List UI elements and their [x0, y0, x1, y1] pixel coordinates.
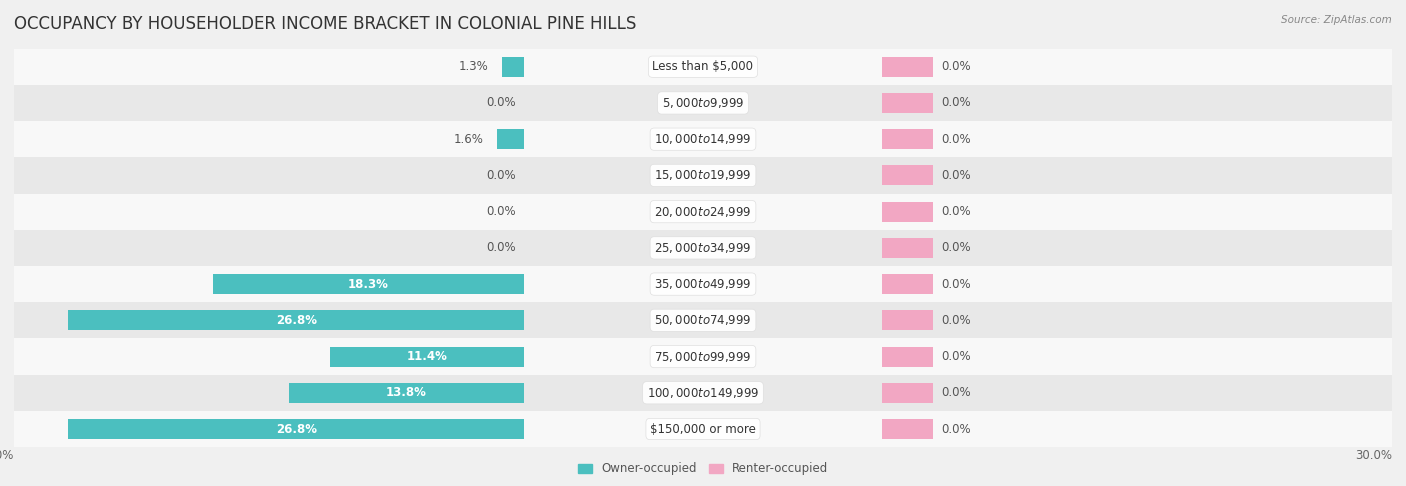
- Bar: [882, 338, 1392, 375]
- Bar: [524, 338, 882, 375]
- Bar: [882, 193, 1392, 230]
- Text: $50,000 to $74,999: $50,000 to $74,999: [654, 313, 752, 327]
- Text: 0.0%: 0.0%: [485, 96, 516, 109]
- Text: 0.0%: 0.0%: [485, 169, 516, 182]
- Bar: [882, 311, 934, 330]
- Text: -30.0%: -30.0%: [0, 449, 14, 462]
- Bar: [14, 85, 524, 121]
- Bar: [882, 230, 1392, 266]
- Text: $15,000 to $19,999: $15,000 to $19,999: [654, 169, 752, 182]
- Text: 11.4%: 11.4%: [406, 350, 447, 363]
- Bar: [882, 347, 934, 366]
- Bar: [882, 165, 934, 185]
- Bar: [882, 302, 1392, 338]
- Text: $150,000 or more: $150,000 or more: [650, 422, 756, 435]
- Bar: [290, 383, 524, 403]
- Text: $20,000 to $24,999: $20,000 to $24,999: [654, 205, 752, 219]
- Text: 0.0%: 0.0%: [942, 205, 972, 218]
- Bar: [502, 57, 524, 77]
- Bar: [524, 411, 882, 447]
- Bar: [524, 121, 882, 157]
- Bar: [212, 274, 524, 294]
- Bar: [14, 121, 524, 157]
- Bar: [882, 93, 934, 113]
- Bar: [14, 193, 524, 230]
- Text: 26.8%: 26.8%: [276, 422, 316, 435]
- Bar: [882, 411, 1392, 447]
- Bar: [524, 230, 882, 266]
- Bar: [524, 375, 882, 411]
- Text: OCCUPANCY BY HOUSEHOLDER INCOME BRACKET IN COLONIAL PINE HILLS: OCCUPANCY BY HOUSEHOLDER INCOME BRACKET …: [14, 15, 637, 33]
- Bar: [14, 411, 524, 447]
- Text: 26.8%: 26.8%: [276, 314, 316, 327]
- Bar: [882, 266, 1392, 302]
- Bar: [524, 193, 882, 230]
- Text: 0.0%: 0.0%: [942, 422, 972, 435]
- Text: 0.0%: 0.0%: [485, 242, 516, 254]
- Text: 0.0%: 0.0%: [942, 314, 972, 327]
- Bar: [882, 57, 934, 77]
- Text: $35,000 to $49,999: $35,000 to $49,999: [654, 277, 752, 291]
- Bar: [882, 85, 1392, 121]
- Bar: [524, 85, 882, 121]
- Bar: [882, 238, 934, 258]
- Text: 13.8%: 13.8%: [387, 386, 427, 399]
- Bar: [330, 347, 524, 366]
- Bar: [14, 49, 524, 85]
- Text: 0.0%: 0.0%: [942, 169, 972, 182]
- Bar: [882, 202, 934, 222]
- Bar: [14, 266, 524, 302]
- Text: 0.0%: 0.0%: [942, 133, 972, 146]
- Text: 0.0%: 0.0%: [942, 350, 972, 363]
- Legend: Owner-occupied, Renter-occupied: Owner-occupied, Renter-occupied: [572, 458, 834, 480]
- Bar: [14, 302, 524, 338]
- Text: $10,000 to $14,999: $10,000 to $14,999: [654, 132, 752, 146]
- Bar: [882, 274, 934, 294]
- Bar: [882, 383, 934, 403]
- Bar: [882, 121, 1392, 157]
- Bar: [14, 230, 524, 266]
- Bar: [69, 311, 524, 330]
- Text: Less than $5,000: Less than $5,000: [652, 60, 754, 73]
- Bar: [69, 419, 524, 439]
- Bar: [14, 157, 524, 193]
- Bar: [524, 49, 882, 85]
- Bar: [882, 129, 934, 149]
- Text: 0.0%: 0.0%: [942, 242, 972, 254]
- Bar: [524, 302, 882, 338]
- Bar: [882, 49, 1392, 85]
- Text: 1.6%: 1.6%: [453, 133, 484, 146]
- Bar: [882, 157, 1392, 193]
- Text: 0.0%: 0.0%: [942, 96, 972, 109]
- Text: 1.3%: 1.3%: [458, 60, 488, 73]
- Bar: [882, 419, 934, 439]
- Text: 0.0%: 0.0%: [942, 386, 972, 399]
- Text: $25,000 to $34,999: $25,000 to $34,999: [654, 241, 752, 255]
- Bar: [524, 266, 882, 302]
- Bar: [14, 375, 524, 411]
- Text: Source: ZipAtlas.com: Source: ZipAtlas.com: [1281, 15, 1392, 25]
- Text: 18.3%: 18.3%: [347, 278, 389, 291]
- Text: $100,000 to $149,999: $100,000 to $149,999: [647, 386, 759, 400]
- Text: 0.0%: 0.0%: [942, 278, 972, 291]
- Text: 0.0%: 0.0%: [942, 60, 972, 73]
- Text: $5,000 to $9,999: $5,000 to $9,999: [662, 96, 744, 110]
- Bar: [14, 338, 524, 375]
- Text: 0.0%: 0.0%: [485, 205, 516, 218]
- Bar: [882, 375, 1392, 411]
- Bar: [524, 157, 882, 193]
- Bar: [496, 129, 524, 149]
- Text: $75,000 to $99,999: $75,000 to $99,999: [654, 349, 752, 364]
- Text: 30.0%: 30.0%: [1355, 449, 1392, 462]
